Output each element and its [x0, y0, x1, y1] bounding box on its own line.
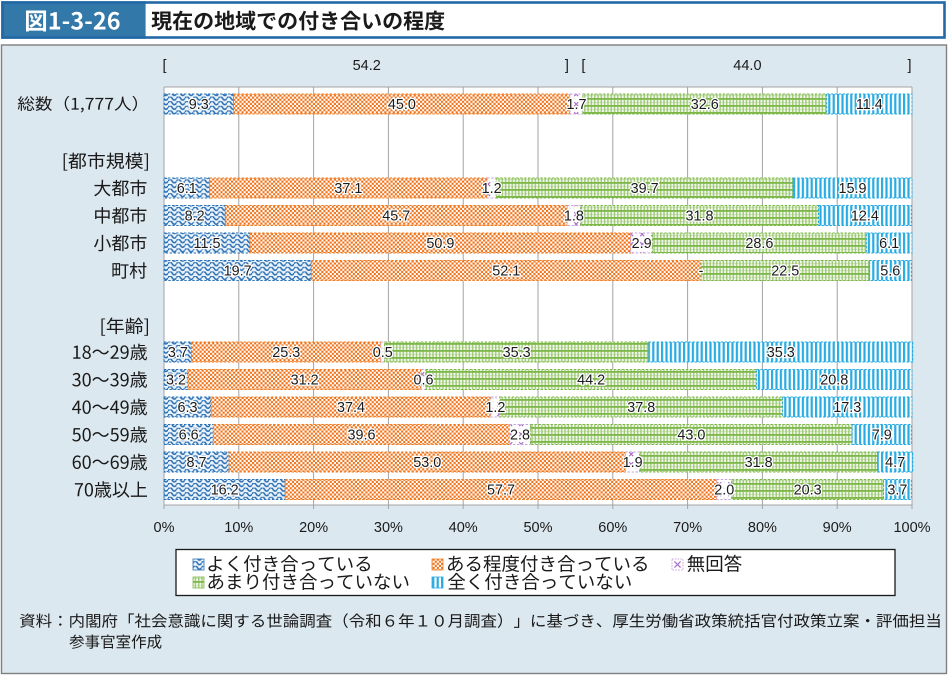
- svg-text:1.7: 1.7: [567, 97, 587, 113]
- svg-text:[: [: [163, 58, 167, 74]
- svg-text:37.4: 37.4: [337, 400, 365, 416]
- svg-text:0.5: 0.5: [373, 345, 393, 361]
- svg-text:6.1: 6.1: [177, 181, 197, 197]
- svg-text:11.4: 11.4: [856, 97, 883, 113]
- svg-text:32.6: 32.6: [691, 97, 719, 113]
- svg-text:11.5: 11.5: [194, 236, 221, 252]
- svg-text:57.7: 57.7: [487, 483, 515, 499]
- svg-text:12.4: 12.4: [851, 209, 879, 225]
- svg-text:10%: 10%: [224, 520, 253, 536]
- svg-text:28.6: 28.6: [745, 236, 773, 252]
- svg-text:5.6: 5.6: [880, 264, 900, 280]
- svg-text:53.0: 53.0: [413, 455, 441, 471]
- svg-text:6.6: 6.6: [179, 428, 199, 444]
- svg-text:]: ]: [907, 58, 911, 74]
- svg-text:44.0: 44.0: [733, 58, 761, 74]
- svg-text:20%: 20%: [299, 520, 328, 536]
- svg-text:37.1: 37.1: [334, 181, 362, 197]
- svg-text:1.9: 1.9: [623, 455, 643, 471]
- svg-text:100%: 100%: [893, 520, 930, 536]
- svg-text:6.1: 6.1: [879, 236, 899, 252]
- svg-text:19.7: 19.7: [224, 264, 252, 280]
- svg-text:1.2: 1.2: [482, 181, 502, 197]
- svg-text:39.6: 39.6: [347, 428, 375, 444]
- svg-text:31.8: 31.8: [745, 455, 773, 471]
- svg-text:60%: 60%: [598, 520, 627, 536]
- svg-text:4.7: 4.7: [885, 455, 905, 471]
- svg-text:45.0: 45.0: [388, 97, 416, 113]
- svg-text:70%: 70%: [673, 520, 702, 536]
- svg-text:[: [: [581, 58, 585, 74]
- svg-text:50.9: 50.9: [426, 236, 454, 252]
- svg-text:43.0: 43.0: [677, 428, 705, 444]
- svg-text:6.3: 6.3: [178, 400, 198, 416]
- svg-text:3.7: 3.7: [168, 345, 188, 361]
- svg-text:31.2: 31.2: [291, 373, 319, 389]
- svg-text:50%: 50%: [523, 520, 552, 536]
- svg-text:44.2: 44.2: [577, 373, 605, 389]
- svg-text:0.6: 0.6: [414, 373, 434, 389]
- svg-text:1.2: 1.2: [485, 400, 505, 416]
- svg-text:30%: 30%: [374, 520, 403, 536]
- svg-text:37.8: 37.8: [627, 400, 655, 416]
- svg-text:3.2: 3.2: [166, 373, 186, 389]
- svg-text:52.1: 52.1: [492, 264, 520, 280]
- svg-text:80%: 80%: [748, 520, 777, 536]
- svg-text:7.9: 7.9: [872, 428, 892, 444]
- svg-text:20.8: 20.8: [820, 373, 848, 389]
- svg-text:0%: 0%: [154, 520, 175, 536]
- svg-text:2.0: 2.0: [714, 483, 734, 499]
- svg-text:31.8: 31.8: [686, 209, 714, 225]
- svg-text:2.8: 2.8: [510, 428, 530, 444]
- svg-text:16.2: 16.2: [211, 483, 239, 499]
- svg-text:]: ]: [565, 58, 569, 74]
- svg-text:22.5: 22.5: [771, 264, 799, 280]
- svg-text:1.8: 1.8: [564, 209, 584, 225]
- svg-text:3.7: 3.7: [887, 483, 907, 499]
- svg-text:17.3: 17.3: [833, 400, 861, 416]
- svg-text:-: -: [699, 264, 704, 280]
- svg-text:39.7: 39.7: [631, 181, 659, 197]
- svg-text:8.7: 8.7: [187, 455, 207, 471]
- svg-text:9.3: 9.3: [189, 97, 209, 113]
- svg-text:40%: 40%: [449, 520, 478, 536]
- svg-text:35.3: 35.3: [503, 345, 531, 361]
- svg-text:20.3: 20.3: [794, 483, 822, 499]
- svg-text:54.2: 54.2: [353, 58, 381, 74]
- svg-text:2.9: 2.9: [632, 236, 652, 252]
- svg-text:8.2: 8.2: [185, 209, 205, 225]
- svg-text:35.3: 35.3: [767, 345, 795, 361]
- svg-text:45.7: 45.7: [382, 209, 410, 225]
- svg-text:25.3: 25.3: [272, 345, 300, 361]
- svg-text:15.9: 15.9: [839, 181, 867, 197]
- svg-text:90%: 90%: [823, 520, 852, 536]
